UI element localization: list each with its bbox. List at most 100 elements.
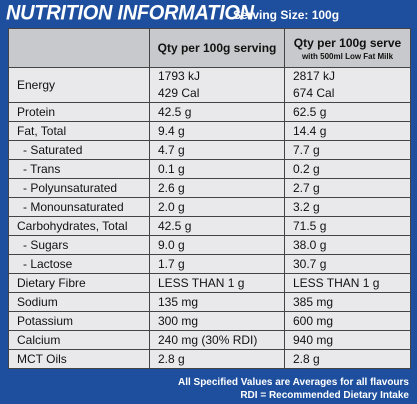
table-cell: 2.0 g [149,197,285,217]
nutrient-value: 42.5 g [158,104,192,119]
nutrient-value: 429 Cal [158,86,200,100]
nutrient-value: LESS THAN 1 g [293,275,380,290]
nutrient-value: 42.5 g [158,218,192,233]
table-row: - Lactose 1.7 g 30.7 g [8,254,411,274]
nutrient-value: 2.8 g [158,351,185,366]
nutrient-value: 2817 kJ [293,69,336,83]
nutrient-value: 38.0 g [293,237,327,252]
table-cell: LESS THAN 1 g [284,273,411,293]
nutrient-label: Carbohydrates, Total [17,218,128,233]
table-cell: 1793 kJ 429 Cal [149,67,285,103]
table-cell: 71.5 g [284,216,411,236]
table-cell: 2.6 g [149,178,285,198]
table-cell: - Monounsaturated [8,197,150,217]
table-cell: MCT Oils [8,349,150,369]
table-cell: - Saturated [8,140,150,160]
table-cell: 0.2 g [284,159,411,179]
nutrient-value: 240 mg (30% RDI) [158,332,258,347]
nutrient-value: LESS THAN 1 g [158,275,245,290]
table-cell: 300 mg [149,311,285,331]
table-cell: 1.7 g [149,254,285,274]
nutrient-value: 674 Cal [293,86,335,100]
nutrient-label: Calcium [17,332,61,347]
table-row: Sodium 135 mg 385 mg [8,292,411,312]
footer-line: RDI = Recommended Dietary Intake [240,390,409,401]
table-cell: Energy [8,67,150,103]
nutrient-value: 2.8 g [293,351,320,366]
table-cell: - Trans [8,159,150,179]
table-cell: 3.2 g [284,197,411,217]
nutrient-value: 2.7 g [293,180,320,195]
table-cell: Dietary Fibre [8,273,150,293]
table-row: - Monounsaturated 2.0 g 3.2 g [8,197,411,217]
nutrient-label: - Sugars [23,237,69,252]
table-row: Energy 1793 kJ 429 Cal 2817 kJ 674 Cal [8,67,411,103]
nutrient-label: - Trans [23,161,61,176]
table-cell: 14.4 g [284,121,411,141]
table-cell: 385 mg [284,292,411,312]
nutrient-value: 9.0 g [158,237,185,252]
table-cell: Carbohydrates, Total [8,216,150,236]
table-cell: 2817 kJ 674 Cal [284,67,411,103]
table-body: Energy 1793 kJ 429 Cal 2817 kJ 674 Cal Protei… [8,67,411,369]
nutrient-value: 71.5 g [293,218,327,233]
table-row: Protein 42.5 g 62.5 g [8,102,411,122]
column-title: Qty per 100g serving [157,41,277,55]
nutrient-value: 30.7 g [293,256,327,271]
table-row: - Polyunsaturated 2.6 g 2.7 g [8,178,411,198]
nutrient-value: 14.4 g [293,123,327,138]
header-cell: Qty per 100g serving [149,28,285,68]
nutrient-label: Sodium [17,294,58,309]
nutrient-label: MCT Oils [17,351,67,366]
table-cell: LESS THAN 1 g [149,273,285,293]
table-cell: 9.0 g [149,235,285,255]
column-title: Qty per 100g serve [293,35,402,50]
table-row: Potassium 300 mg 600 mg [8,311,411,331]
table-cell: - Lactose [8,254,150,274]
nutrient-value: 2.6 g [158,180,185,195]
table-cell: Calcium [8,330,150,350]
table-row: - Saturated 4.7 g 7.7 g [8,140,411,160]
nutrient-value: 4.7 g [158,142,185,157]
column-note: with 500ml Low Fat Milk [301,51,394,61]
table-cell: 42.5 g [149,102,285,122]
table-cell: - Polyunsaturated [8,178,150,198]
nutrient-value: 600 mg [293,313,334,328]
nutrient-value: 62.5 g [293,104,327,119]
nutrient-label: Protein [17,104,56,119]
table-cell: 62.5 g [284,102,411,122]
table-row: Calcium 240 mg (30% RDI) 940 mg [8,330,411,350]
table-cell: 30.7 g [284,254,411,274]
header-row: Qty per 100g serving Qty per 100g serve w… [8,28,411,68]
nutrient-value: 385 mg [293,294,334,309]
nutrient-label: - Saturated [23,142,83,157]
table-row: Carbohydrates, Total 42.5 g 71.5 g [8,216,411,236]
table-cell: 4.7 g [149,140,285,160]
table-cell: - Sugars [8,235,150,255]
table-cell: 0.1 g [149,159,285,179]
table-cell: Fat, Total [8,121,150,141]
nutrient-value: 1793 kJ [158,69,201,83]
nutrient-value: 2.0 g [158,199,185,214]
table-cell: 2.8 g [149,349,285,369]
nutrient-label: Potassium [17,313,74,328]
table-cell: 9.4 g [149,121,285,141]
nutrient-label: - Polyunsaturated [23,180,118,195]
table-cell: Potassium [8,311,150,331]
footer-line: All Specified Values are Averages for al… [177,377,409,388]
table-cell: Protein [8,102,150,122]
table-row: - Sugars 9.0 g 38.0 g [8,235,411,255]
footer: All Specified Values are Averages for al… [178,376,409,402]
serving-size: Serving Size: 100g [233,8,340,22]
nutrient-value: 1.7 g [158,256,185,271]
nutrient-label: - Monounsaturated [23,199,124,214]
header-cell: Qty per 100g serve with 500ml Low Fat Mil… [284,28,411,68]
table-cell: 38.0 g [284,235,411,255]
nutrient-label: Fat, Total [17,123,67,138]
nutrient-value: 0.2 g [293,161,320,176]
table-row: MCT Oils 2.8 g 2.8 g [8,349,411,369]
nutrient-value: 0.1 g [158,161,185,176]
header-cell [8,28,150,68]
nutrient-label: Energy [17,77,56,92]
nutrition-table: Qty per 100g serving Qty per 100g serve w… [8,28,411,369]
